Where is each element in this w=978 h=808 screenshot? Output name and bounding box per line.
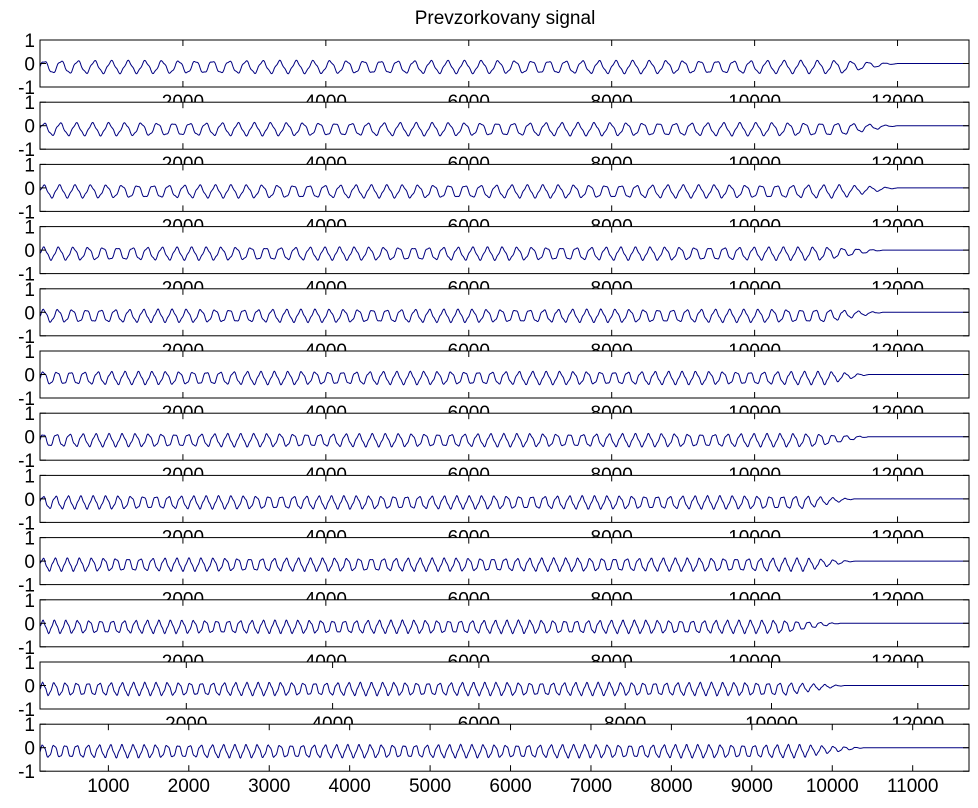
y-tick-label: 0	[24, 739, 35, 760]
x-tick-label: 6000	[489, 776, 531, 797]
y-tick-label: -1	[18, 513, 35, 534]
series-line	[39, 681, 969, 697]
y-tick-label: 0	[24, 117, 35, 138]
y-tick-label: 1	[24, 591, 35, 612]
series-line	[39, 121, 969, 137]
y-tick-label: 0	[24, 303, 35, 324]
y-tick-label: 0	[24, 677, 35, 698]
x-tick-label: 2000	[168, 776, 210, 797]
subplot-8: 10-120004000600080001000012000	[18, 466, 970, 548]
series-line	[39, 432, 969, 448]
x-tick-label: 5000	[409, 776, 451, 797]
subplot-4: 10-120004000600080001000012000	[18, 218, 970, 300]
series-line	[39, 308, 969, 324]
y-tick-label: -1	[18, 327, 35, 348]
series-line	[39, 556, 969, 573]
axes-background	[40, 164, 969, 212]
axes-background	[40, 288, 969, 336]
y-tick-label: 1	[24, 404, 35, 425]
series-line	[39, 619, 969, 635]
y-tick-label: 0	[24, 614, 35, 635]
axes-background	[40, 662, 969, 709]
subplot-3: 10-120004000600080001000012000	[18, 155, 970, 237]
x-tick-label: 7000	[570, 776, 612, 797]
x-tick-label: 10000	[806, 776, 859, 797]
series-line	[39, 743, 969, 759]
subplot-11: 10-120004000600080001000012000	[18, 653, 970, 735]
y-tick-label: 1	[24, 155, 35, 176]
axes-background	[40, 102, 969, 150]
series-line	[39, 494, 969, 510]
subplot-1: 10-120004000600080001000012000	[18, 31, 970, 113]
series-line	[39, 370, 969, 386]
series-line	[39, 246, 969, 262]
y-tick-label: 1	[24, 31, 35, 52]
x-tick-label: 1000	[87, 776, 129, 797]
y-tick-label: 0	[24, 241, 35, 262]
y-tick-label: -1	[18, 202, 35, 223]
x-tick-label: 9000	[731, 776, 773, 797]
y-tick-label: -1	[18, 638, 35, 659]
subplot-7: 10-120004000600080001000012000	[18, 404, 970, 486]
subplot-stack: 10-12000400060008000100001200010-1200040…	[18, 31, 970, 797]
subplot-5: 10-120004000600080001000012000	[18, 280, 970, 362]
y-tick-label: 0	[24, 366, 35, 387]
subplot-12: 1 0-1 1000 2000 3000 4000 5000 6000 7000 8000 9000…	[18, 715, 970, 797]
y-tick-label: 0	[24, 55, 35, 76]
y-tick-label: -1	[18, 78, 35, 99]
y-tick-label: -1	[18, 762, 35, 783]
y-tick-label: 0	[24, 490, 35, 511]
series-line	[39, 184, 969, 199]
axes-background	[40, 40, 969, 87]
x-tick-label: 4000	[329, 776, 371, 797]
y-tick-label: 1	[24, 466, 35, 487]
x-tick-label: 11000	[887, 776, 938, 797]
y-tick-label: 1	[24, 529, 35, 550]
y-tick-label: 1	[24, 218, 35, 239]
x-tick-label: 8000	[650, 776, 692, 797]
y-tick-label: 0	[24, 179, 35, 200]
subplot-10: 10-120004000600080001000012000	[18, 591, 970, 673]
y-tick-label: 1	[24, 280, 35, 301]
y-tick-label: 1	[24, 653, 35, 674]
series-line	[39, 59, 969, 75]
y-tick-label: -1	[18, 576, 35, 597]
figure-title: Prevzorkovany signal	[415, 8, 596, 29]
subplot-9: 10-120004000600080001000012000	[18, 529, 970, 611]
y-tick-label: 1	[24, 93, 35, 114]
y-tick-label: -1	[18, 389, 35, 410]
y-tick-label: -1	[18, 700, 35, 721]
y-tick-label: -1	[18, 140, 35, 161]
y-tick-label: 0	[24, 552, 35, 573]
y-tick-label: 1	[24, 342, 35, 363]
x-tick-label: 3000	[248, 776, 290, 797]
axes-background	[40, 537, 969, 585]
y-tick-label: 1	[24, 715, 35, 736]
y-tick-label: 0	[24, 428, 35, 449]
subplot-6: 10-120004000600080001000012000	[18, 342, 970, 424]
y-tick-label: -1	[18, 451, 35, 472]
axes-background	[40, 413, 969, 461]
subplot-2: 10-120004000600080001000012000	[18, 93, 970, 175]
y-tick-label: -1	[18, 265, 35, 286]
